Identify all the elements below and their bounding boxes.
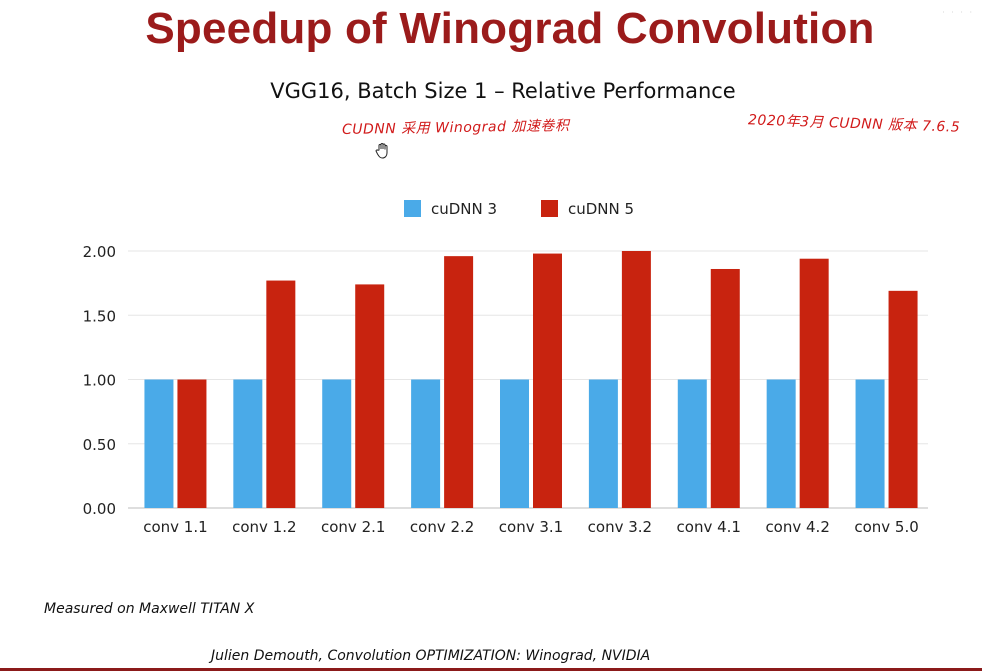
y-tick-label: 0.00 [83, 500, 116, 518]
bar-cudnn5 [444, 256, 474, 508]
y-tick-label: 1.50 [83, 307, 116, 325]
bar-cudnn3 [766, 379, 796, 508]
y-tick-label: 2.00 [83, 243, 116, 261]
legend-label: cuDNN 3 [431, 200, 497, 218]
legend-swatch [404, 200, 421, 217]
legend-swatch [541, 200, 558, 217]
legend-label: cuDNN 5 [568, 200, 634, 218]
bar-cudnn5 [177, 379, 207, 508]
x-tick-label: conv 2.1 [321, 518, 385, 536]
x-tick-label: conv 1.1 [143, 518, 207, 536]
x-tick-label: conv 2.2 [410, 518, 474, 536]
bar-cudnn3 [411, 379, 441, 508]
watermark-mark: · · · · [942, 8, 974, 17]
bar-chart: 0.00 0.50 1.00 1.50 2.00 conv 1.1 conv 1.2 conv… [83, 200, 928, 536]
bar-cudnn3 [588, 379, 618, 508]
y-tick-label: 1.00 [83, 372, 116, 390]
x-tick-label: conv 1.2 [232, 518, 296, 536]
bar-cudnn5 [266, 280, 296, 508]
bar-cudnn3 [677, 379, 707, 508]
slide-title: Speedup of Winograd Convolution [145, 4, 875, 53]
y-tick-label: 0.50 [83, 436, 116, 454]
bottom-accent-bar [0, 668, 982, 671]
bar-cudnn3 [322, 379, 352, 508]
x-tick-label: conv 5.0 [854, 518, 918, 536]
bar-cudnn5 [799, 258, 829, 508]
bar-cudnn5 [621, 251, 651, 508]
footer-credit: Julien Demouth, Convolution OPTIMIZATION… [211, 648, 651, 664]
bar-cudnn3 [500, 379, 529, 508]
bar-cudnn3 [144, 379, 174, 508]
bar-cudnn5 [355, 284, 385, 508]
bar-cudnn5 [710, 268, 740, 508]
bar-cudnn3 [855, 379, 885, 508]
chart-title: VGG16, Batch Size 1 – Relative Performan… [270, 79, 736, 103]
x-tick-label: conv 3.2 [588, 518, 652, 536]
bar-cudnn5 [533, 253, 562, 508]
x-tick-label: conv 4.1 [677, 518, 741, 536]
hand-cursor-icon [375, 143, 388, 159]
bar-cudnn3 [233, 379, 263, 508]
footer-measured-note: Measured on Maxwell TITAN X [44, 601, 255, 617]
bar-cudnn5 [888, 290, 918, 508]
x-tick-label: conv 4.2 [765, 518, 829, 536]
x-tick-label: conv 3.1 [499, 518, 563, 536]
